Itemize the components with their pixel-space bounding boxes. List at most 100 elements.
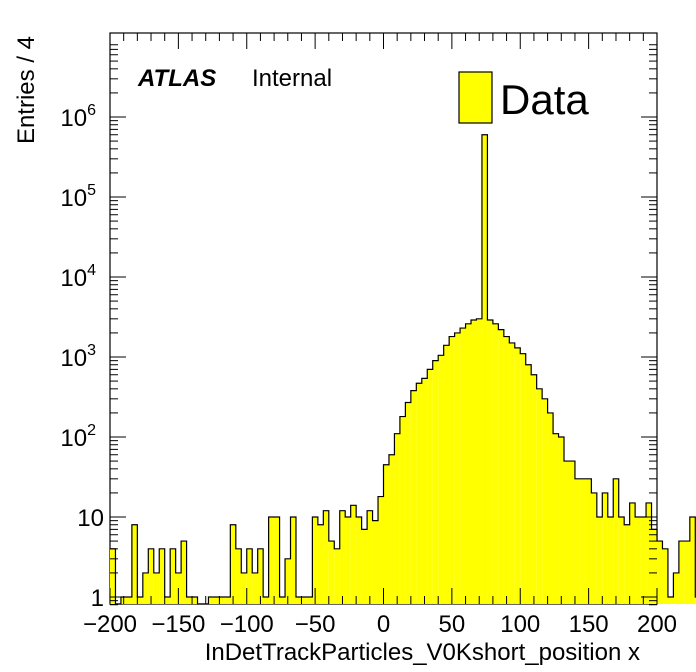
- y-tick-exponent: 2: [87, 422, 96, 439]
- histogram-bar: [509, 342, 515, 604]
- histogram-bar: [673, 572, 679, 604]
- y-tick-exponent: 3: [87, 342, 96, 359]
- histogram-bar: [564, 461, 570, 604]
- histogram-bar: [235, 548, 242, 604]
- x-tick-label: −50: [295, 611, 336, 638]
- histogram-bar: [487, 320, 493, 604]
- histogram-bar: [153, 572, 160, 604]
- atlas-sublabel: Internal: [252, 65, 332, 92]
- histogram-bar: [159, 548, 165, 604]
- histogram-bar: [399, 416, 406, 604]
- histogram-bar: [126, 597, 132, 604]
- histogram-bar: [591, 492, 597, 604]
- histogram-bar: [531, 374, 537, 604]
- histogram-bar: [339, 510, 346, 604]
- atlas-label: ATLAS: [137, 65, 216, 92]
- histogram-bar: [481, 134, 488, 604]
- histogram-bar: [629, 502, 636, 604]
- histogram-bar: [667, 597, 674, 604]
- histogram-bar: [219, 597, 225, 604]
- histogram-bar: [438, 355, 444, 604]
- histogram-bar: [624, 524, 630, 604]
- histogram-bar: [170, 548, 176, 604]
- histogram-bar: [361, 529, 368, 604]
- x-tick-label: 150: [569, 611, 609, 638]
- y-tick-base: 10: [60, 425, 87, 452]
- histogram-bar: [345, 517, 351, 604]
- histogram-bar: [492, 323, 499, 604]
- histogram-outline: [110, 134, 696, 605]
- x-tick-label: −100: [220, 611, 274, 638]
- histogram-bar: [678, 541, 685, 604]
- histogram-bar: [476, 318, 482, 604]
- histogram-bar: [574, 478, 581, 604]
- histogram-bar: [651, 529, 657, 604]
- histogram-bar: [525, 364, 532, 604]
- histogram-bar: [596, 517, 603, 604]
- histogram-bar: [454, 332, 461, 604]
- histogram-bar: [542, 398, 548, 604]
- histogram-bar: [443, 345, 450, 604]
- histogram-bar: [378, 496, 384, 604]
- histogram-bar: [553, 433, 559, 604]
- histogram-bar: [416, 383, 422, 604]
- histogram-bar: [164, 597, 171, 604]
- histogram-bar: [323, 510, 329, 604]
- histogram-bar: [301, 597, 307, 604]
- histogram-bar: [547, 412, 554, 604]
- histogram-bar: [585, 478, 592, 604]
- x-tick-labels: −200 −150 −100 −50 0 50 100 150 200: [83, 611, 677, 638]
- histogram-bar: [285, 558, 291, 604]
- histogram-bar: [421, 378, 428, 604]
- histogram-bar: [350, 505, 357, 604]
- histogram-bar: [471, 320, 477, 604]
- x-axis-label: InDetTrackParticles_V0Kshort_position x: [205, 639, 640, 666]
- histogram-bar: [613, 478, 619, 604]
- y-tick-label: 10: [77, 505, 104, 532]
- y-tick-exponent: 5: [87, 182, 96, 199]
- histogram-bar: [646, 502, 652, 604]
- histogram-bar: [662, 548, 668, 604]
- y-tick-label: 104: [60, 262, 96, 292]
- histogram-bar: [186, 597, 193, 604]
- histogram-bar: [110, 548, 116, 604]
- histogram-bar: [295, 597, 302, 604]
- histogram-layer: [110, 134, 696, 605]
- histogram-bar: [383, 464, 389, 604]
- histogram-bar: [252, 572, 258, 604]
- histogram-bar: [131, 524, 138, 604]
- histogram-bar: [558, 437, 565, 604]
- histogram-bar: [640, 517, 647, 604]
- histogram-bar: [224, 597, 231, 604]
- y-tick-label: 105: [60, 182, 96, 212]
- histogram-bar: [317, 524, 324, 604]
- histogram-bar: [241, 572, 247, 604]
- histogram-bar: [410, 390, 417, 604]
- histogram-bar: [536, 388, 543, 604]
- histogram-bar: [181, 541, 187, 604]
- x-tick-label: −150: [151, 611, 205, 638]
- histogram-bar: [460, 328, 466, 604]
- histogram-bar: [405, 402, 411, 604]
- y-tick-label: 106: [60, 102, 96, 132]
- histogram-bar: [279, 597, 286, 604]
- histogram-bar: [268, 517, 275, 604]
- histogram-bar: [137, 597, 143, 604]
- histogram-bar: [394, 433, 400, 604]
- y-tick-base: 10: [60, 345, 87, 372]
- x-tick-label: −200: [83, 611, 137, 638]
- histogram-bar: [246, 548, 253, 604]
- histogram-bar: [432, 360, 439, 604]
- legend-label-data: Data: [500, 76, 589, 123]
- histogram-bar: [520, 353, 526, 604]
- y-tick-base: 10: [60, 105, 87, 132]
- histogram-bar: [427, 369, 433, 604]
- histogram-bar: [367, 510, 373, 604]
- histogram-bar: [148, 548, 154, 604]
- axis-ticks: [109, 33, 658, 606]
- legend-swatch-data: [458, 71, 493, 124]
- histogram-bar: [684, 541, 690, 604]
- histogram-bar: [569, 461, 575, 604]
- histogram-bar: [306, 597, 313, 604]
